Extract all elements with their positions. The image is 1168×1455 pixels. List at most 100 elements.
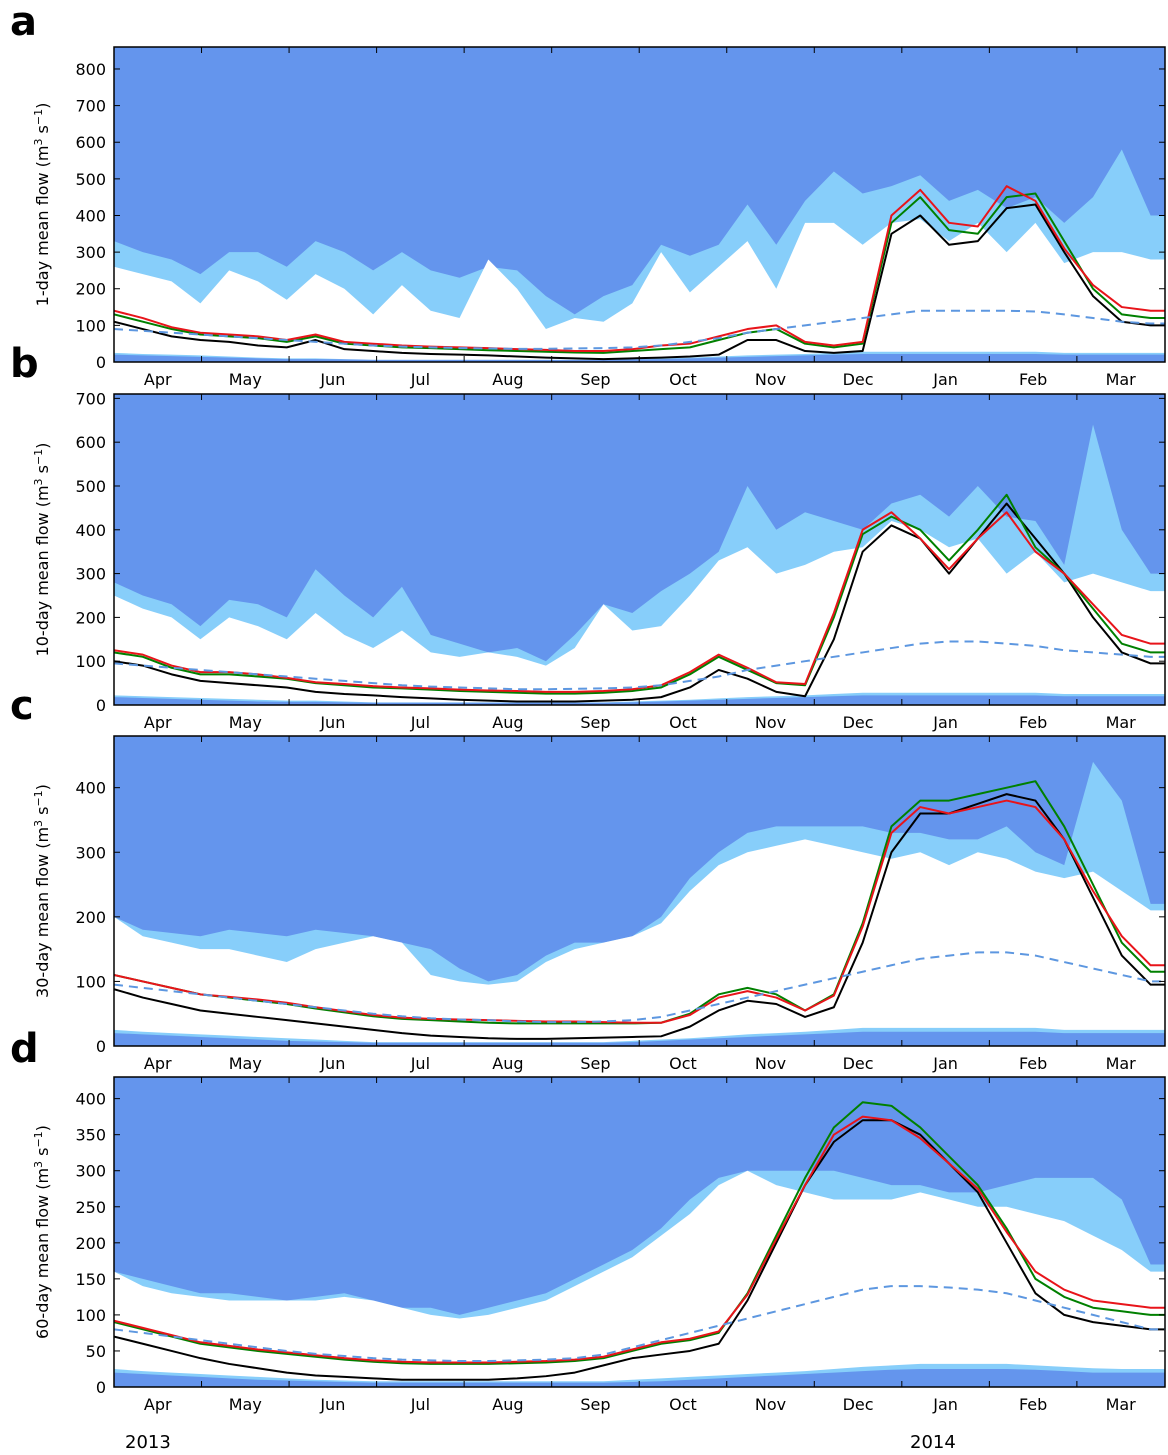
y-tick-label: 500 [75,170,106,189]
x-tick-label-aug: Aug [492,1054,523,1073]
y-tick-label: 600 [75,133,106,152]
x-tick-label-jan: Jan [932,1054,958,1073]
x-tick-label-dec: Dec [843,1395,874,1414]
series-line-black [114,793,1165,1040]
y-tick-label: 300 [75,843,106,862]
y-axis-label-sup2: −1 [32,790,45,806]
panel-label-a: a [10,0,37,45]
y-tick-label: 100 [75,652,106,671]
x-tick-label-mar: Mar [1106,370,1137,389]
y-tick-label: 0 [96,696,106,715]
panel-a: 0 100 200 300 400 500 600 700 800 Apr May Jun Jul Aug… [10,0,1166,389]
x-tick-label-feb: Feb [1019,1054,1047,1073]
y-axis-label-mid: s [33,465,52,478]
y-axis-label-mid: s [33,125,52,138]
y-axis-label-sup1: 3 [32,139,45,146]
y-tick-label: 500 [75,477,106,496]
y-tick-label: 350 [75,1126,106,1145]
x-tick-label-may: May [229,1054,262,1073]
y-tick-label: 200 [75,280,106,299]
series-line-green [114,192,1165,354]
y-axis-label-sup1: 3 [32,1161,45,1168]
y-axis-label-mid: s [33,807,52,820]
series-line-black [114,203,1165,361]
y-axis-label: 60-day mean flow (m3 s−1) [32,1125,53,1339]
x-tick-label-jul: Jul [410,1054,430,1073]
series-line-black [114,1119,1165,1381]
x-tick-label-feb: Feb [1019,713,1047,732]
x-tick-label-may: May [229,1395,262,1414]
x-tick-label-dec: Dec [843,370,874,389]
panel-label-b: b [10,341,39,387]
y-tick-label: 250 [75,1198,106,1217]
x-tick-label-aug: Aug [492,713,523,732]
y-axis-label-main: 1-day mean flow (m [33,146,52,307]
y-tick-label: 200 [75,608,106,627]
x-tick-label-dec: Dec [843,713,874,732]
x-tick-label-dec: Dec [843,1054,874,1073]
x-tick-label-sep: Sep [580,713,610,732]
y-tick-label: 200 [75,1234,106,1253]
y-axis-label-mid: s [33,1148,52,1161]
y-tick-label: 100 [75,1306,106,1325]
y-tick-label: 400 [75,779,106,798]
panel-b: 0 100 200 300 400 500 600 700 Apr May Jun Jul Aug Sep… [10,341,1166,732]
panel-label-c: c [10,683,34,729]
y-tick-label: 700 [75,389,106,408]
band-inner [114,521,1165,703]
plot-area [114,736,1165,1046]
x-tick-label-jan: Jan [932,713,958,732]
x-tick-label-nov: Nov [755,1054,786,1073]
y-tick-label: 700 [75,97,106,116]
x-tick-label-mar: Mar [1106,1395,1137,1414]
y-tick-label: 300 [75,1162,106,1181]
x-tick-label-jul: Jul [410,713,430,732]
y-axis-label-main: 60-day mean flow (m [33,1168,52,1339]
y-tick-label: 0 [96,353,106,372]
panel-d: 0 50 100 150 200 250 300 350 400 Apr May Jun Jul Aug S… [10,1026,1166,1414]
x-tick-label-jun: Jun [319,1395,345,1414]
y-tick-label: 50 [86,1342,106,1361]
x-tick-label-feb: Feb [1019,370,1047,389]
y-axis-label-sup2: −1 [32,109,45,125]
y-tick-label: 0 [96,1037,106,1056]
plot-area [114,1077,1165,1387]
plot-area [114,394,1165,705]
year-label-2014: 2014 [910,1432,956,1453]
x-tick-label-feb: Feb [1019,1395,1047,1414]
x-tick-label-oct: Oct [669,713,697,732]
y-axis-label-main: 10-day mean flow (m [33,485,52,656]
x-tick-label-sep: Sep [580,1054,610,1073]
x-tick-label-nov: Nov [755,713,786,732]
x-tick-label-sep: Sep [580,1395,610,1414]
x-tick-label-may: May [229,370,262,389]
y-axis-label-end: ) [33,443,52,449]
x-tick-label-jun: Jun [319,370,345,389]
y-tick-label: 100 [75,972,106,991]
band-inner [114,219,1165,360]
y-tick-label: 400 [75,1090,106,1109]
y-axis-label-end: ) [33,103,52,109]
x-tick-label-apr: Apr [144,1054,172,1073]
x-tick-label-mar: Mar [1106,1054,1137,1073]
y-tick-label: 100 [75,316,106,335]
x-tick-label-jan: Jan [932,1395,958,1414]
x-tick-label-jan: Jan [932,370,958,389]
x-tick-label-oct: Oct [669,1395,697,1414]
y-tick-label: 400 [75,206,106,225]
x-tick-label-jun: Jun [319,1054,345,1073]
series-line-red [114,799,1165,1024]
x-tick-label-jun: Jun [319,713,345,732]
y-axis-label-sup1: 3 [32,820,45,827]
y-tick-label: 400 [75,521,106,540]
y-axis-label-end: ) [33,784,52,790]
band-inner [114,839,1165,1043]
series-line-dashed [114,309,1165,350]
y-tick-label: 300 [75,565,106,584]
x-tick-label-mar: Mar [1106,713,1137,732]
x-tick-label-apr: Apr [144,1395,172,1414]
y-tick-label: 0 [96,1378,106,1397]
y-axis-label-sup2: −1 [32,1131,45,1147]
y-tick-label: 600 [75,433,106,452]
x-tick-label-apr: Apr [144,370,172,389]
